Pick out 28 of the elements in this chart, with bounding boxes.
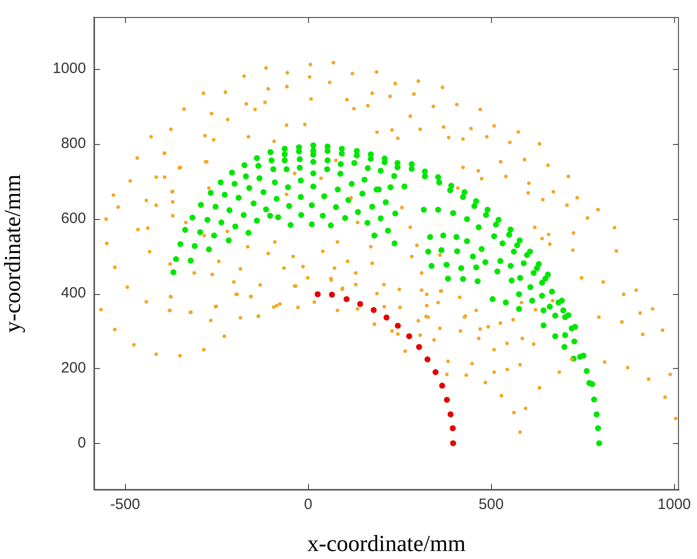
point [383, 314, 390, 320]
point [370, 307, 377, 314]
point [448, 411, 454, 418]
point [439, 382, 446, 389]
x-tick-label: 0 [304, 496, 312, 514]
y-tick-label: 0 [78, 434, 86, 452]
point [394, 322, 401, 329]
point [344, 296, 350, 302]
point [444, 396, 450, 403]
point [328, 292, 335, 298]
point [424, 356, 430, 362]
x-tick-label: 500 [478, 496, 504, 514]
y-tick-label: 400 [60, 284, 86, 302]
point [357, 301, 364, 308]
y-tick-label: 1000 [52, 60, 86, 78]
point [416, 344, 422, 350]
y-tick-label: 800 [60, 134, 86, 152]
y-tick-label: 600 [60, 210, 86, 227]
point [450, 425, 456, 432]
point [450, 440, 456, 446]
x-tick-label: 1000 [658, 496, 691, 514]
point [432, 369, 439, 376]
y-tick-label: 200 [60, 360, 86, 377]
point [314, 291, 321, 298]
y-axis-title: y-coordinate/mm [0, 174, 25, 333]
x-axis-title: x-coordinate/mm [307, 531, 466, 556]
x-tick-label: -500 [110, 496, 140, 514]
point [406, 333, 412, 340]
